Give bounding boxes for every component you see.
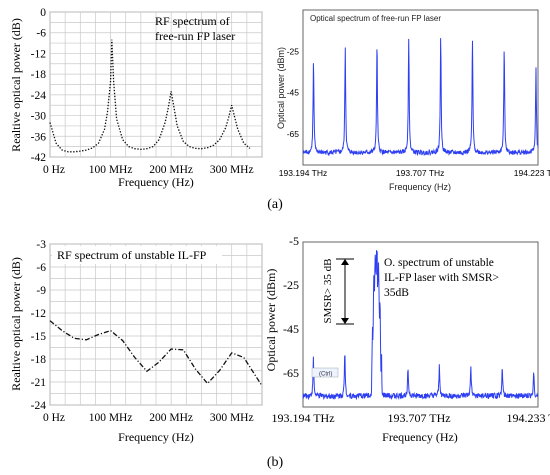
paste-options-label: (Ctrl) (319, 372, 332, 378)
caption-a: (a) (267, 197, 283, 212)
title-a-optical: Optical spectrum of free-run FP laser (310, 14, 441, 23)
title-a-rf-line1: RF spectrum of (155, 14, 230, 28)
xtick-label: 193.707 THz (387, 411, 450, 425)
ytick-label: 0 (40, 7, 46, 19)
xtick-label: 100 MHz (89, 412, 133, 424)
series-line-a-rf (49, 39, 251, 153)
xtick-label: 193.707 THz (396, 168, 445, 178)
ticks-b-rf: -3 -6 -9 -12 -15 -18 -21 -240 Hz 100 MHz 200 MHz 3… (31, 239, 254, 424)
ytick-label: -25 (287, 46, 300, 56)
series-line-a-optical (302, 38, 539, 157)
ytick-label: -21 (31, 377, 47, 389)
ytick-label: -30 (31, 111, 47, 123)
xlabel-b-rf: Frequency (Hz) (118, 430, 194, 444)
plot-frame-a-optical (302, 9, 539, 166)
ytick-label: -25 (283, 278, 299, 292)
xlabel-a-optical: Frequency (Hz) (389, 182, 451, 192)
ytick-label: -24 (31, 400, 47, 412)
caption-b: (b) (267, 455, 284, 470)
title-b-optical-line1: O. spectrum of unstable (384, 257, 494, 269)
ytick-label: -18 (31, 354, 47, 366)
title-a-rf-line2: free-run FP laser (155, 29, 235, 43)
ticks-b-optical: -5 -25 -45 -65 193.194 THz 193.707 THz 194.233… (271, 234, 550, 425)
smsr-annotation: SMSR> 35 dB (322, 259, 334, 324)
panel-a-rf: 0 -6 -12 -18 -24 -30 -36 -420 Hz 100 MHz 200 MHz 3… (9, 7, 263, 189)
ticks-a-optical: -25 -45 -65 193.194 THz 193.707 THz 194.223 T… (279, 46, 550, 178)
ytick-label: -15 (31, 331, 47, 343)
ylabel-b-optical: Optical power (dBm) (264, 269, 278, 372)
series-line-b-optical (302, 250, 539, 401)
ytick-label: -3 (36, 239, 46, 251)
panel-a-optical: -25 -45 -65 193.194 THz 193.707 THz 194.223 T… (276, 9, 550, 192)
grid-a-rf (49, 11, 263, 158)
xtick-label: 300 MHz (210, 412, 254, 424)
ylabel-b-rf: Realtive optical power (dB) (9, 257, 23, 391)
xtick-label: 200 MHz (149, 164, 193, 176)
xtick-label: 0 Hz (43, 164, 65, 176)
ytick-label: -12 (31, 308, 47, 320)
ticks-a-rf: 0 -6 -12 -18 -24 -30 -36 -420 Hz 100 MHz 200 MHz 3… (31, 7, 254, 176)
ytick-label: -6 (36, 262, 46, 274)
title-bg-b-rf (52, 246, 222, 264)
ytick-label: -45 (283, 322, 299, 336)
ytick-label: -24 (31, 90, 47, 102)
panel-b-rf: -3 -6 -9 -12 -15 -18 -21 -240 Hz 100 MHz 200 MHz 3… (9, 239, 263, 444)
ytick-label: -36 (31, 131, 47, 143)
title-b-optical-line2: IL-FP laser with SMSR> (384, 272, 499, 284)
ytick-label: -6 (36, 28, 46, 40)
xtick-label: 200 MHz (149, 412, 193, 424)
paste-options-badge[interactable] (311, 367, 339, 378)
ytick-label: -9 (36, 285, 46, 297)
xtick-label: 100 MHz (89, 164, 133, 176)
title-b-optical-line3: 35dB (384, 287, 409, 299)
xlabel-b-optical: Frequency (Hz) (382, 430, 458, 444)
xtick-label: 194.233 THz (506, 411, 550, 425)
xtick-label: 193.194 THz (279, 168, 328, 178)
ytick-label: -45 (287, 88, 300, 98)
ylabel-a-rf: Realtive optical power (dB) (9, 18, 23, 152)
xtick-label: 300 MHz (210, 164, 254, 176)
ytick-label: -5 (289, 234, 299, 248)
smsr-arrow-head-up (341, 259, 349, 265)
ytick-label: -42 (31, 152, 47, 164)
xtick-label: 194.223 THz (514, 168, 550, 178)
ylabel-a-optical: Optical power (dBm) (276, 47, 286, 129)
xtick-label: 0 Hz (43, 412, 65, 424)
smsr-arrow-head-down (341, 318, 349, 324)
xlabel-a-rf: Frequency (Hz) (118, 175, 194, 189)
panel-b-optical: -5 -25 -45 -65 193.194 THz 193.707 THz 194.233… (264, 234, 550, 444)
ytick-label: -12 (31, 48, 47, 60)
xtick-label: 193.194 THz (271, 411, 334, 425)
ytick-label: -65 (287, 129, 300, 139)
ytick-label: -18 (31, 69, 47, 81)
ytick-label: -65 (283, 366, 299, 380)
title-b-rf: RF spectrum of unstable IL-FP (57, 248, 207, 262)
